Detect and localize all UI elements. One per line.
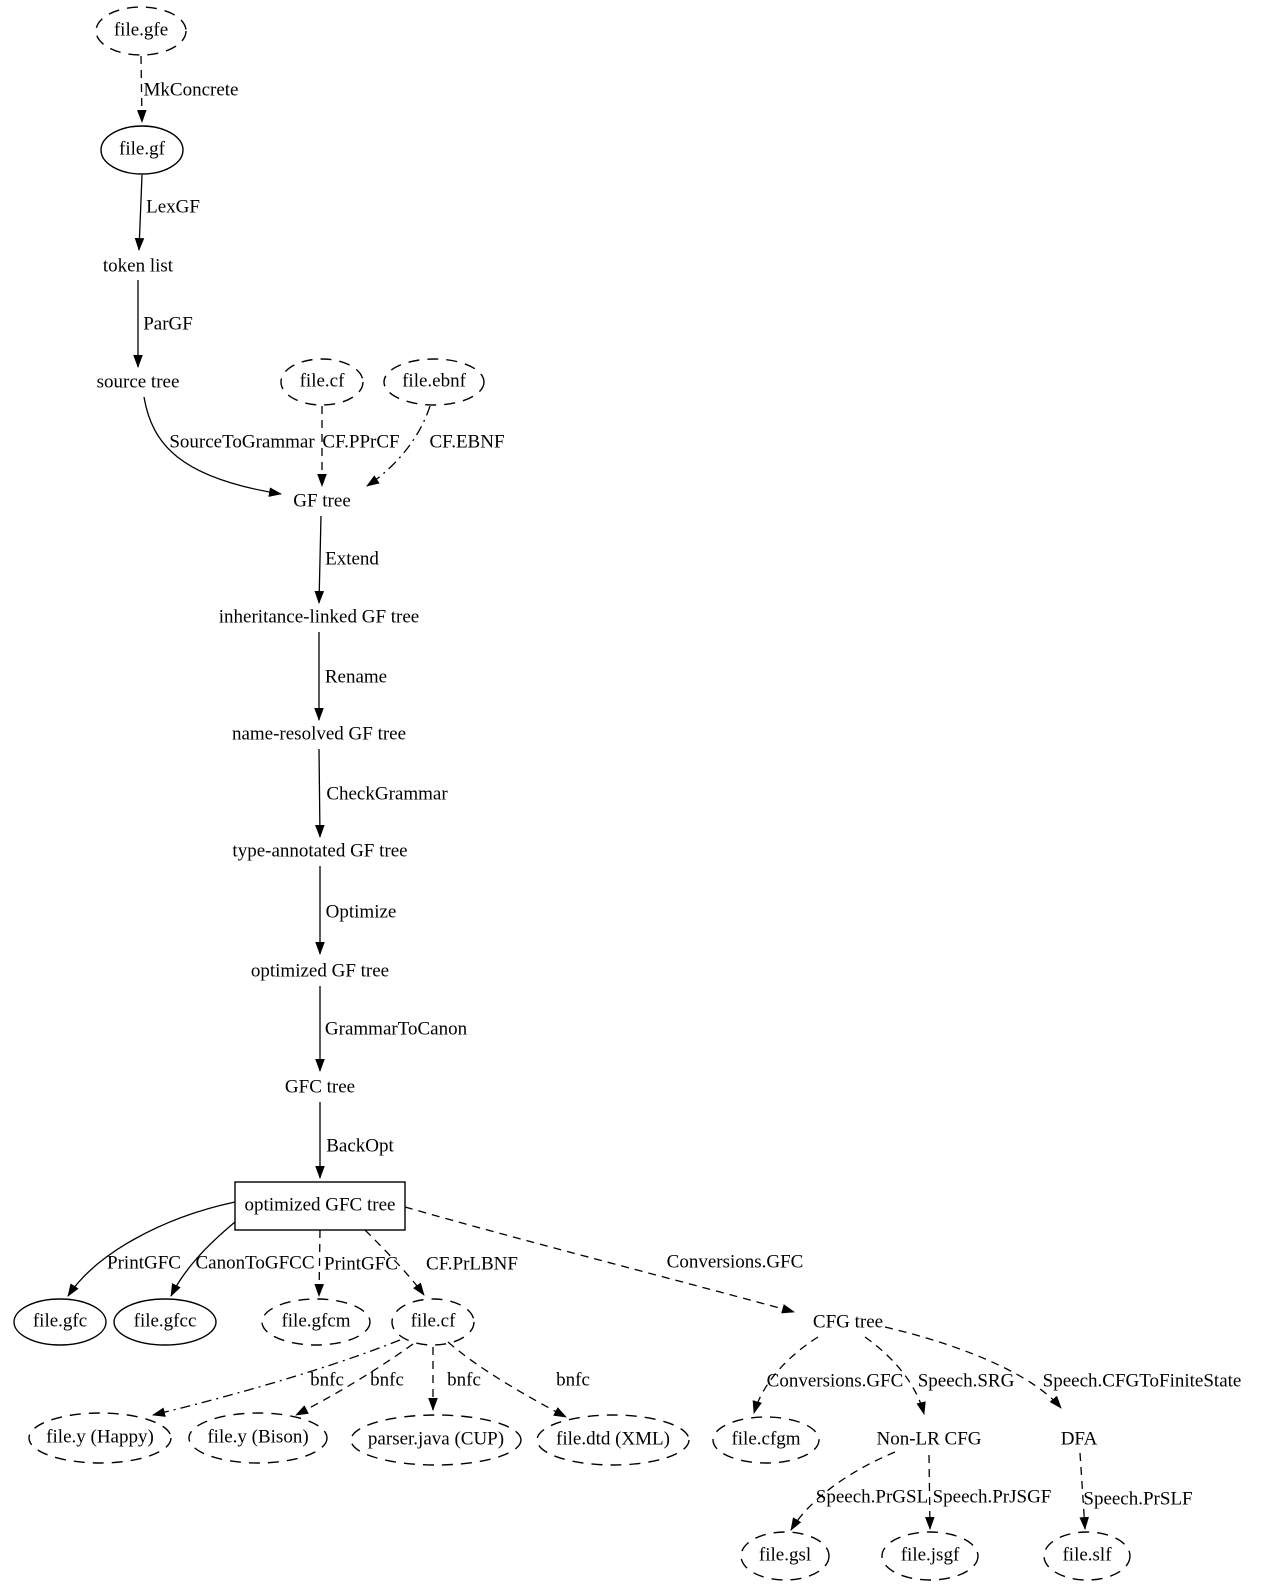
- edge-label-conversions-gfc-top: Conversions.GFC: [666, 1251, 804, 1273]
- node-shape-file-dtd-xml: [536, 1414, 690, 1466]
- edge-speech-prjsgf: [925, 1454, 935, 1530]
- edge-label-optimize: Optimize: [325, 901, 397, 923]
- node-label-file-cf-bottom: file.cf: [410, 1310, 456, 1332]
- node-shape-file-ebnf: [383, 358, 485, 406]
- edge-lexgf: [134, 174, 145, 251]
- node-label-file-dtd-xml: file.dtd (XML): [556, 1428, 670, 1450]
- node-shape-file-gfe: [95, 6, 187, 56]
- edge-bnfc-dtd: [447, 1341, 567, 1418]
- node-shape-file-gfcc: [113, 1298, 217, 1346]
- edge-sourcetogrammar: [143, 396, 282, 497]
- edge-label-grammartocanon: GrammarToCanon: [324, 1018, 468, 1040]
- edge-label-speech-prslf: Speech.PrSLF: [1083, 1488, 1193, 1510]
- node-label-source-tree: source tree: [96, 371, 180, 393]
- edge-label-speech-cfgtofinitestate: Speech.CFGToFiniteState: [1042, 1370, 1242, 1392]
- edge-extend: [314, 515, 325, 604]
- edge-speech-srg: [864, 1336, 926, 1415]
- node-shape-file-cf-top: [280, 358, 364, 406]
- edge-cf-prlbnf: [364, 1229, 425, 1296]
- node-label-inheritance-linked-gf-tree: inheritance-linked GF tree: [218, 606, 420, 628]
- edge-label-backopt: BackOpt: [326, 1135, 394, 1157]
- edge-canontogfcc: [170, 1221, 236, 1297]
- edge-speech-cfgtofinitestate: [884, 1326, 1062, 1409]
- edge-label-bnfc-3: bnfc: [447, 1369, 481, 1391]
- node-label-optimized-gfc-tree: optimized GFC tree: [244, 1194, 396, 1216]
- edge-label-canontogfcc: CanonToGFCC: [195, 1252, 315, 1274]
- edge-label-sourcetogrammar: SourceToGrammar: [169, 431, 315, 453]
- node-shape-file-y-bison: [188, 1412, 328, 1464]
- edge-label-rename: Rename: [324, 666, 388, 688]
- node-label-file-cf-top: file.cf: [299, 370, 345, 392]
- node-shape-file-gfcm: [261, 1298, 371, 1346]
- edge-label-speech-prjsgf: Speech.PrJSGF: [932, 1486, 1052, 1508]
- node-label-cfg-tree: CFG tree: [812, 1311, 884, 1333]
- node-label-file-y-bison: file.y (Bison): [207, 1426, 309, 1448]
- edge-label-conversions-gfc-bottom: Conversions.GFC: [766, 1370, 904, 1392]
- edge-checkgrammar: [315, 748, 325, 838]
- edge-label-pargf: ParGF: [143, 313, 193, 335]
- node-label-file-gfcm: file.gfcm: [281, 1310, 351, 1332]
- edge-bnfc-happy: [152, 1339, 401, 1417]
- edge-cf-ebnf: [366, 405, 431, 487]
- node-shape-file-jsgf: [881, 1531, 979, 1581]
- node-label-file-jsgf: file.jsgf: [900, 1544, 960, 1566]
- node-label-file-cfgm: file.cfgm: [731, 1428, 801, 1450]
- node-shape-file-y-happy: [28, 1412, 172, 1464]
- node-label-dfa: DFA: [1060, 1428, 1098, 1450]
- edge-speech-prgsl: [790, 1451, 896, 1531]
- edge-label-bnfc-2: bnfc: [370, 1369, 404, 1391]
- edge-label-cf-prlbnf: CF.PrLBNF: [426, 1253, 518, 1275]
- node-shape-file-cfgm: [712, 1416, 820, 1464]
- node-label-parser-java-cup: parser.java (CUP): [367, 1428, 505, 1450]
- node-label-optimized-gf-tree: optimized GF tree: [250, 960, 390, 982]
- edge-printgfc-gfcm: [314, 1229, 324, 1297]
- node-shape-file-cf-bottom: [391, 1298, 475, 1346]
- node-shape-file-gfc: [13, 1298, 107, 1346]
- node-shape-file-slf: [1043, 1531, 1131, 1581]
- node-shape-parser-java-cup: [350, 1414, 522, 1466]
- edge-label-speech-srg: Speech.SRG: [917, 1370, 1015, 1392]
- node-label-file-gfcc: file.gfcc: [133, 1310, 197, 1332]
- node-label-token-list: token list: [102, 255, 174, 277]
- edge-label-extend: Extend: [325, 548, 379, 570]
- node-label-gf-tree: GF tree: [293, 490, 351, 512]
- edge-label-printgfc-1: PrintGFC: [107, 1252, 181, 1274]
- node-label-file-gf: file.gf: [119, 138, 165, 160]
- edge-label-mkconcrete: MkConcrete: [143, 79, 239, 101]
- edge-label-bnfc-4: bnfc: [556, 1369, 590, 1391]
- node-label-file-gfe: file.gfe: [113, 19, 169, 41]
- edge-speech-prslf: [1079, 1452, 1090, 1530]
- node-label-file-ebnf: file.ebnf: [402, 370, 466, 392]
- edge-bnfc-bison: [295, 1343, 414, 1416]
- node-shape-file-gf: [100, 125, 184, 175]
- edge-label-cf-ebnf: CF.EBNF: [429, 431, 505, 453]
- node-label-non-lr-cfg: Non-LR CFG: [876, 1428, 982, 1450]
- node-shape-file-gsl: [740, 1531, 830, 1581]
- node-label-name-resolved-gf-tree: name-resolved GF tree: [231, 723, 407, 745]
- edge-label-lexgf: LexGF: [146, 196, 200, 218]
- node-label-type-annotated-gf-tree: type-annotated GF tree: [232, 840, 408, 862]
- edge-mkconcrete: [137, 55, 147, 123]
- node-label-file-slf: file.slf: [1062, 1544, 1112, 1566]
- edge-label-bnfc-1: bnfc: [310, 1369, 344, 1391]
- node-label-file-gsl: file.gsl: [758, 1544, 812, 1566]
- edge-printgfc-gfc: [67, 1201, 236, 1297]
- node-label-gfc-tree: GFC tree: [284, 1076, 356, 1098]
- edge-label-speech-prgsl: Speech.PrGSL: [815, 1486, 929, 1508]
- edge-label-printgfc-2: PrintGFC: [324, 1253, 398, 1275]
- node-label-file-gfc: file.gfc: [32, 1310, 88, 1332]
- edge-label-cf-pprcf: CF.PPrCF: [322, 431, 400, 453]
- edge-label-checkgrammar: CheckGrammar: [326, 783, 448, 805]
- node-label-file-y-happy: file.y (Happy): [46, 1426, 154, 1448]
